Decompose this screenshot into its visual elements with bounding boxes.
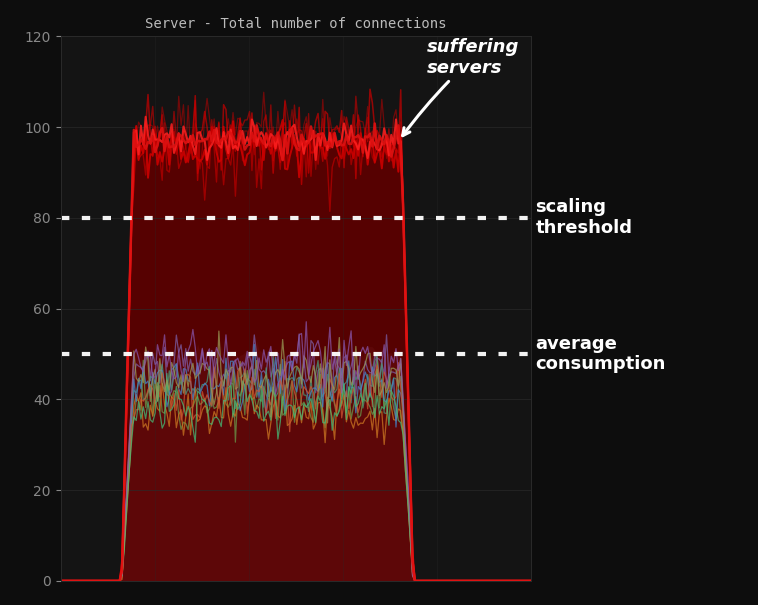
Text: average
consumption: average consumption: [535, 335, 666, 373]
Text: scaling
threshold: scaling threshold: [535, 198, 632, 237]
Title: Server - Total number of connections: Server - Total number of connections: [145, 17, 446, 31]
Text: suffering
servers: suffering servers: [402, 38, 519, 136]
